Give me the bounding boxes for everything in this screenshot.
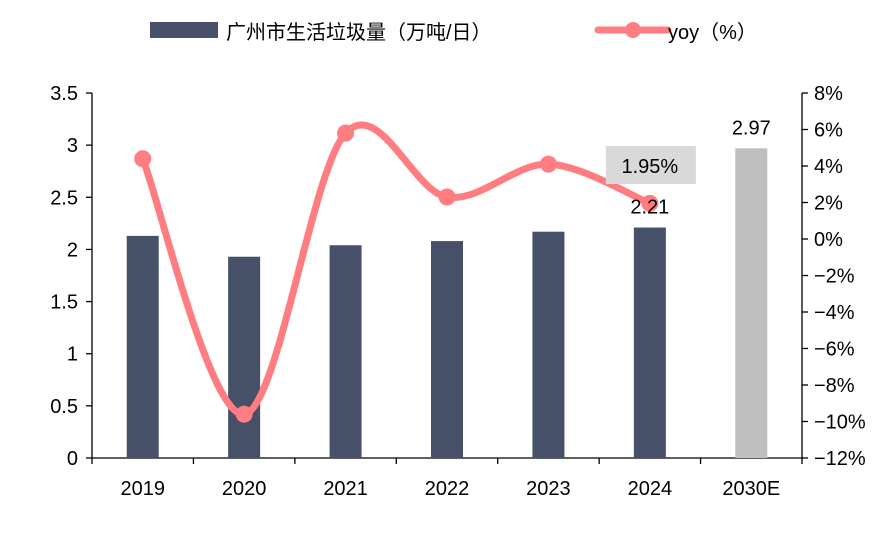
- right-axis-tick-label: −4%: [814, 302, 855, 324]
- right-axis-tick-label: −10%: [814, 412, 866, 434]
- left-axis-tick-label: 3.5: [50, 83, 78, 105]
- x-axis-tick-label: 2030E: [722, 478, 780, 500]
- x-axis-tick-label: 2021: [323, 478, 368, 500]
- bar-2030E: [735, 148, 768, 458]
- x-axis-tick-label: 2023: [526, 478, 571, 500]
- x-axis-tick-label: 2024: [628, 478, 673, 500]
- right-axis-tick-label: 4%: [814, 156, 843, 178]
- yoy-point-2022: [438, 188, 456, 206]
- right-axis-tick-label: −6%: [814, 339, 855, 361]
- right-axis-tick-label: 6%: [814, 120, 843, 142]
- legend-bar-swatch: [150, 22, 218, 38]
- yoy-point-2020: [235, 405, 253, 423]
- right-axis-tick-label: 8%: [814, 83, 843, 105]
- yoy-point-2024: [641, 194, 659, 212]
- bar-2024: [633, 227, 666, 458]
- yoy-line-group: [134, 121, 659, 423]
- x-axis-tick-label: 2022: [425, 478, 470, 500]
- yoy-point-2021: [337, 124, 355, 142]
- left-axis-tick-label: 2: [67, 239, 78, 261]
- callout-label: 1.95%: [621, 156, 678, 178]
- left-axis-tick-label: 2.5: [50, 187, 78, 209]
- left-axis-tick-label: 0.5: [50, 396, 78, 418]
- bar-2019: [126, 235, 159, 458]
- left-axis-tick-label: 0: [67, 448, 78, 470]
- right-axis-tick-label: −8%: [814, 375, 855, 397]
- left-axis-tick-label: 1: [67, 344, 78, 366]
- left-axis-tick-label: 3: [67, 135, 78, 157]
- bar-2022: [431, 241, 463, 458]
- right-axis-tick-label: 2%: [814, 193, 843, 215]
- yoy-point-2023: [539, 155, 557, 173]
- x-axis-tick-label: 2020: [222, 478, 267, 500]
- legend: 广州市生活垃圾量（万吨/日） yoy（%）: [150, 21, 757, 44]
- axes: 0 0.5 1 1.5 2 2.5 3 3.5 −12% −10% −8% −6% −4% −2% 0% 2%…: [50, 83, 866, 500]
- yoy-line: [139, 121, 654, 418]
- legend-bar-label: 广州市生活垃圾量（万吨/日）: [226, 21, 492, 44]
- right-axis-tick-label: 0%: [814, 229, 843, 251]
- legend-line-label: yoy（%）: [668, 21, 757, 44]
- labels-group: 1.95% 2.21 2.97: [605, 117, 771, 219]
- left-axis-tick-label: 1.5: [50, 292, 78, 314]
- bars-group: [126, 148, 768, 458]
- bar-2021: [329, 245, 362, 458]
- right-axis-tick-label: −2%: [814, 266, 855, 288]
- callout-box: [605, 146, 696, 184]
- data-label-2024: 2.21: [630, 197, 669, 219]
- right-axis-tick-label: −12%: [814, 448, 866, 470]
- bar-2023: [532, 231, 565, 458]
- bar-2020: [228, 256, 261, 458]
- x-axis-tick-label: 2019: [120, 478, 165, 500]
- legend-line-marker: [625, 22, 641, 38]
- data-label-2030E: 2.97: [732, 117, 771, 139]
- yoy-point-2019: [134, 150, 152, 168]
